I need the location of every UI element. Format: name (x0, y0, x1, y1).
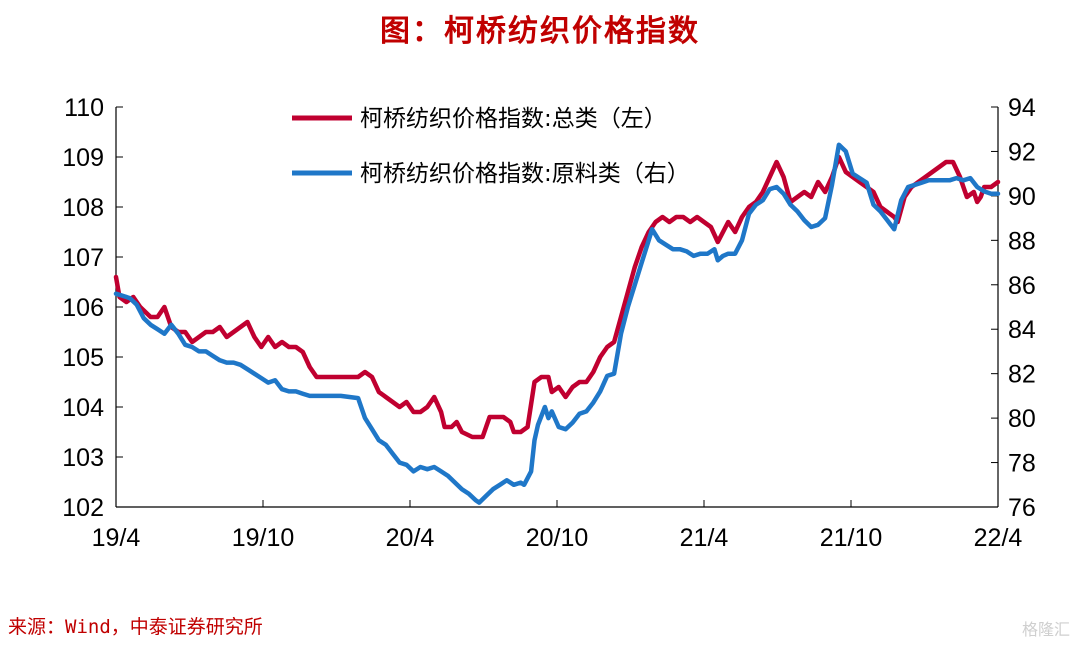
legend-label-total: 柯桥纺织价格指数:总类（左） (360, 106, 667, 132)
x-tick-label: 20/10 (526, 524, 589, 552)
y-left-tick-label: 105 (62, 344, 104, 372)
chart-lines (113, 142, 1001, 505)
y-right-tick-label: 84 (1008, 316, 1036, 344)
y-left-tick-label: 110 (64, 94, 104, 122)
y-right-tick-label: 90 (1008, 183, 1036, 211)
watermark: 格隆汇 (1021, 620, 1070, 639)
y-left-tick-label: 109 (62, 144, 104, 172)
y-right-tick-label: 78 (1008, 450, 1036, 478)
y-left-tick-label: 104 (62, 394, 104, 422)
x-tick-label: 21/10 (820, 524, 883, 552)
series-line-total (113, 154, 1001, 440)
x-tick-label: 20/4 (386, 524, 435, 552)
y-left-tick-label: 102 (62, 494, 104, 522)
y-right-tick-label: 88 (1008, 227, 1036, 255)
y-right-tick-label: 94 (1008, 94, 1036, 122)
y-right-tick-label: 80 (1008, 405, 1036, 433)
y-left-tick-label: 107 (62, 244, 104, 272)
y-left-tick-label: 106 (62, 294, 104, 322)
x-tick-label: 21/4 (680, 524, 729, 552)
y-right-tick-label: 82 (1008, 361, 1036, 389)
source-note: 来源：Wind，中泰证券研究所 (8, 616, 263, 638)
y-right-tick-label: 76 (1008, 494, 1036, 522)
y-left-tick-label: 108 (62, 194, 104, 222)
x-tick-label: 19/4 (92, 524, 141, 552)
y-left-tick-label: 103 (62, 444, 104, 472)
chart-axes: 102 103 104 105 106 107 108 109 110 76 78 80 82 84 86 8… (62, 94, 1036, 552)
x-tick-label: 19/10 (232, 524, 295, 552)
x-tick-label: 22/4 (974, 524, 1023, 552)
legend-label-raw: 柯桥纺织价格指数:原料类（右） (360, 161, 690, 187)
y-right-tick-label: 86 (1008, 272, 1036, 300)
chart-title: 图：柯桥纺织价格指数 (380, 14, 700, 49)
series-line-raw (113, 142, 1001, 505)
chart-legend: 柯桥纺织价格指数:总类（左） 柯桥纺织价格指数:原料类（右） (292, 106, 690, 187)
y-right-tick-label: 92 (1008, 138, 1036, 166)
